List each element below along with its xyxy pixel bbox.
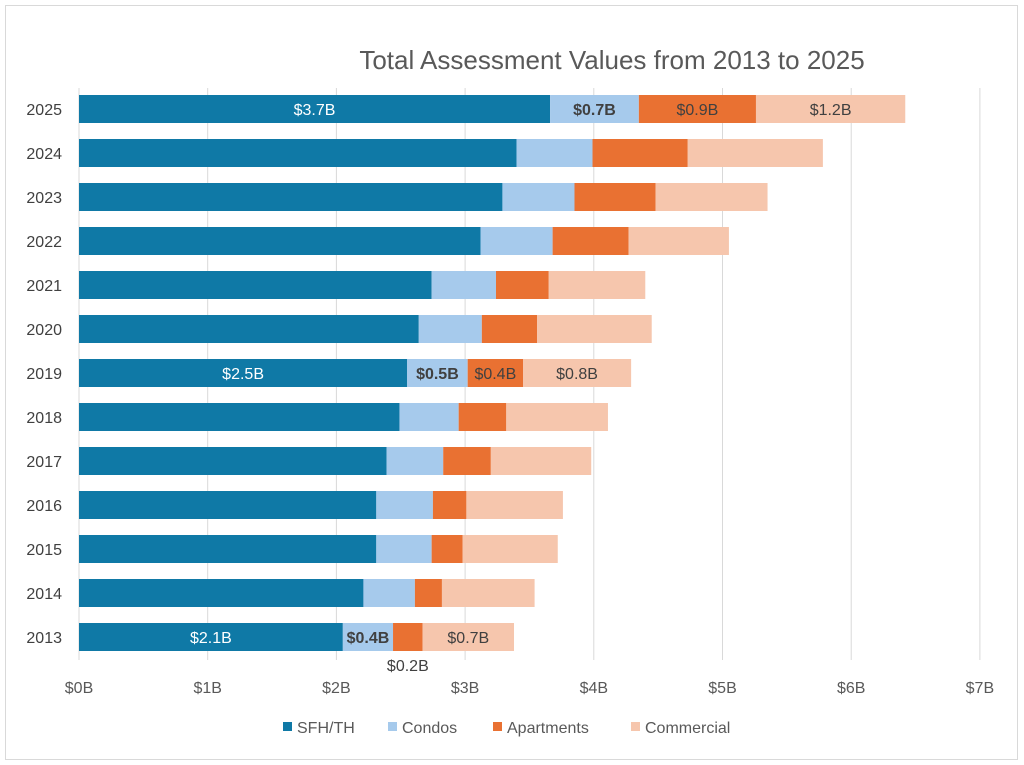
y-tick-label: 2016 bbox=[26, 498, 62, 515]
data-label: $0.5B bbox=[416, 366, 459, 383]
data-label: $1.2B bbox=[810, 102, 852, 119]
bar-sfh-th-2013 bbox=[79, 623, 343, 651]
bar-commercial-2017 bbox=[490, 447, 592, 475]
x-tick-label: $6B bbox=[837, 680, 865, 697]
bar-apartments-2018 bbox=[458, 403, 507, 431]
bar-commercial-2015 bbox=[462, 535, 558, 563]
data-label: $0.7B bbox=[447, 630, 489, 647]
bar-condos-2021 bbox=[431, 271, 496, 299]
bar-commercial-2019 bbox=[523, 359, 632, 387]
data-label: $0.8B bbox=[556, 366, 598, 383]
data-label: $0.7B bbox=[573, 102, 616, 119]
y-tick-label: 2014 bbox=[26, 586, 62, 603]
bar-commercial-2014 bbox=[441, 579, 535, 607]
bar-apartments-2014 bbox=[414, 579, 442, 607]
bar-apartments-2013 bbox=[393, 623, 423, 651]
bar-apartments-2025 bbox=[638, 95, 756, 123]
y-tick-label: 2017 bbox=[26, 454, 62, 471]
bar-sfh-th-2016 bbox=[79, 491, 377, 519]
x-tick-label: $4B bbox=[580, 680, 608, 697]
data-label: $0.9B bbox=[676, 102, 718, 119]
bar-sfh-th-2015 bbox=[79, 535, 377, 563]
bar-condos-2014 bbox=[363, 579, 415, 607]
y-tick-label: 2019 bbox=[26, 366, 62, 383]
legend-swatch bbox=[283, 722, 292, 731]
bar-sfh-th-2014 bbox=[79, 579, 364, 607]
bar-condos-2023 bbox=[502, 183, 575, 211]
bar-sfh-th-2019 bbox=[79, 359, 408, 387]
legend-swatch bbox=[493, 722, 502, 731]
bar-sfh-th-2025 bbox=[79, 95, 551, 123]
bar-commercial-2024 bbox=[687, 139, 823, 167]
y-tick-label: 2020 bbox=[26, 322, 62, 339]
bar-commercial-2020 bbox=[537, 315, 652, 343]
legend-label: Condos bbox=[402, 720, 457, 737]
bar-sfh-th-2024 bbox=[79, 139, 517, 167]
bar-commercial-2021 bbox=[548, 271, 646, 299]
bar-apartments-2020 bbox=[481, 315, 538, 343]
x-tick-label: $0B bbox=[65, 680, 93, 697]
legend-swatch bbox=[631, 722, 640, 731]
data-label: $0.4B bbox=[474, 366, 516, 383]
y-tick-label: 2013 bbox=[26, 630, 62, 647]
bar-condos-2018 bbox=[399, 403, 459, 431]
bar-apartments-2019 bbox=[467, 359, 524, 387]
bar-commercial-2023 bbox=[655, 183, 768, 211]
bar-condos-2013 bbox=[342, 623, 394, 651]
bar-condos-2016 bbox=[376, 491, 433, 519]
bar-sfh-th-2022 bbox=[79, 227, 481, 255]
y-tick-label: 2018 bbox=[26, 410, 62, 427]
chart-title: Total Assessment Values from 2013 to 202… bbox=[359, 45, 864, 75]
data-label: $2.1B bbox=[190, 630, 232, 647]
y-tick-label: 2022 bbox=[26, 234, 62, 251]
y-tick-label: 2015 bbox=[26, 542, 62, 559]
x-tick-label: $2B bbox=[322, 680, 350, 697]
bar-apartments-2021 bbox=[495, 271, 549, 299]
bar-apartments-2016 bbox=[432, 491, 467, 519]
bar-condos-2020 bbox=[418, 315, 482, 343]
bar-condos-2022 bbox=[480, 227, 553, 255]
data-label: $3.7B bbox=[294, 102, 336, 119]
bar-condos-2015 bbox=[376, 535, 432, 563]
bar-condos-2019 bbox=[407, 359, 468, 387]
legend-label: SFH/TH bbox=[297, 720, 355, 737]
bar-sfh-th-2018 bbox=[79, 403, 400, 431]
bar-sfh-th-2023 bbox=[79, 183, 503, 211]
data-label: $2.5B bbox=[222, 366, 264, 383]
bar-apartments-2023 bbox=[574, 183, 656, 211]
legend-swatch bbox=[388, 722, 397, 731]
bar-condos-2025 bbox=[550, 95, 639, 123]
x-tick-label: $7B bbox=[966, 680, 994, 697]
bar-commercial-2016 bbox=[466, 491, 563, 519]
bar-commercial-2022 bbox=[628, 227, 729, 255]
bar-apartments-2022 bbox=[552, 227, 629, 255]
y-tick-label: 2023 bbox=[26, 190, 62, 207]
y-tick-label: 2025 bbox=[26, 102, 62, 119]
bar-condos-2017 bbox=[386, 447, 444, 475]
data-label: $0.2B bbox=[387, 658, 429, 675]
bar-condos-2024 bbox=[516, 139, 593, 167]
x-tick-label: $3B bbox=[451, 680, 479, 697]
bar-sfh-th-2021 bbox=[79, 271, 432, 299]
y-tick-label: 2021 bbox=[26, 278, 62, 295]
legend-label: Apartments bbox=[507, 720, 589, 737]
bar-commercial-2025 bbox=[755, 95, 906, 123]
x-tick-label: $1B bbox=[193, 680, 221, 697]
legend-label: Commercial bbox=[645, 720, 730, 737]
x-tick-label: $5B bbox=[708, 680, 736, 697]
bar-commercial-2013 bbox=[422, 623, 515, 651]
bar-apartments-2017 bbox=[443, 447, 491, 475]
y-tick-label: 2024 bbox=[26, 146, 62, 163]
bar-sfh-th-2020 bbox=[79, 315, 419, 343]
bar-apartments-2015 bbox=[431, 535, 463, 563]
data-label: $0.4B bbox=[347, 630, 390, 647]
bar-apartments-2024 bbox=[592, 139, 688, 167]
bar-sfh-th-2017 bbox=[79, 447, 387, 475]
bar-commercial-2018 bbox=[506, 403, 608, 431]
